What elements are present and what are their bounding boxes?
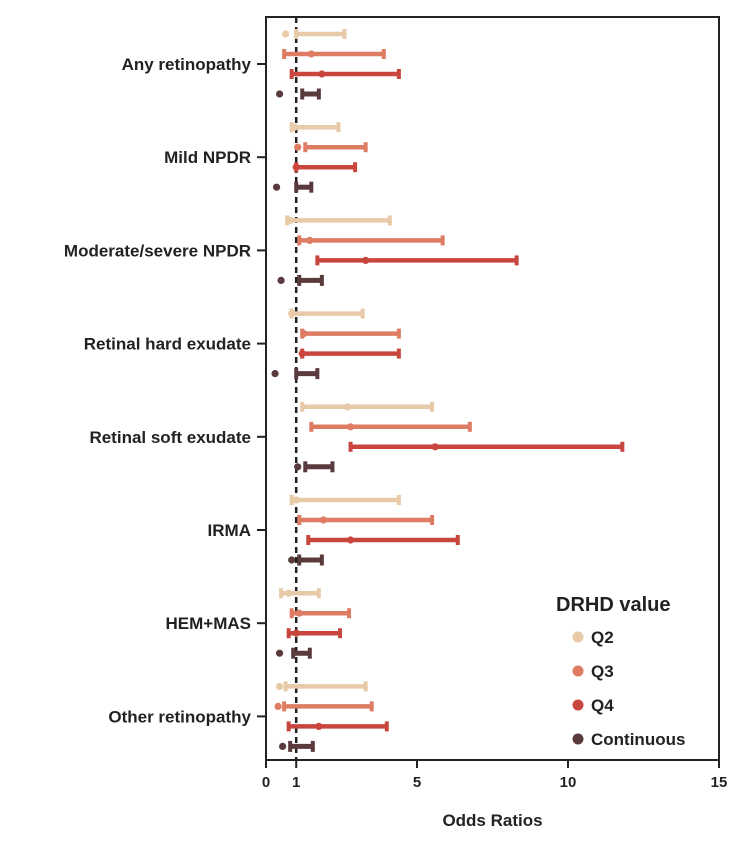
point-estimate: [362, 256, 370, 264]
point-estimate: [272, 183, 281, 191]
point-estimate: [306, 236, 314, 244]
point-estimate: [277, 276, 285, 284]
point-estimate: [292, 629, 300, 637]
point-estimate: [315, 722, 323, 731]
group-label: IRMA: [208, 521, 251, 540]
point-estimate: [431, 443, 439, 451]
point-estimate: [288, 310, 296, 318]
point-estimate: [292, 496, 300, 504]
point-estimate: [294, 463, 302, 471]
legend-swatch: [572, 665, 584, 677]
point-estimate: [275, 649, 284, 657]
group-label: Mild NPDR: [164, 148, 251, 167]
x-tick-label: 10: [560, 774, 577, 791]
legend-label: Q4: [591, 696, 614, 715]
point-estimate: [343, 403, 352, 411]
x-tick-label: 15: [711, 774, 728, 791]
point-estimate: [294, 143, 302, 151]
group-label: Retinal hard exudate: [84, 335, 251, 354]
point-estimate: [318, 70, 326, 78]
point-estimate: [275, 682, 284, 691]
point-estimate: [346, 536, 355, 544]
x-tick-label: 1: [292, 774, 300, 791]
x-tick-label: 5: [413, 774, 421, 791]
point-estimate: [286, 216, 294, 224]
point-estimate: [295, 609, 303, 617]
point-estimate: [288, 556, 296, 564]
group-label: Moderate/severe NPDR: [64, 241, 251, 260]
legend-label: Q3: [591, 662, 614, 681]
x-axis-title: Odds Ratios: [442, 811, 542, 830]
point-estimate: [298, 350, 306, 358]
point-estimate: [300, 330, 308, 338]
group-label: Other retinopathy: [108, 707, 251, 726]
group-label: Retinal soft exudate: [89, 428, 251, 447]
point-estimate: [275, 90, 284, 98]
point-estimate: [285, 589, 293, 597]
legend-label: Q2: [591, 628, 614, 647]
group-label: HEM+MAS: [166, 614, 251, 633]
point-estimate: [279, 742, 287, 751]
legend-title: DRHD value: [556, 594, 670, 616]
point-estimate: [307, 50, 315, 58]
legend-swatch: [572, 631, 584, 643]
point-estimate: [292, 163, 300, 171]
point-estimate: [271, 370, 279, 378]
point-estimate: [282, 30, 290, 38]
legend-swatch: [572, 699, 584, 711]
point-estimate: [346, 423, 355, 431]
x-tick-label: 0: [262, 774, 270, 791]
group-label: Any retinopathy: [122, 55, 252, 74]
legend-label: Continuous: [591, 730, 685, 749]
point-estimate: [274, 702, 282, 711]
point-estimate: [291, 123, 299, 131]
point-estimate: [319, 516, 327, 524]
plot-frame: [265, 16, 720, 761]
legend-swatch: [572, 733, 584, 745]
